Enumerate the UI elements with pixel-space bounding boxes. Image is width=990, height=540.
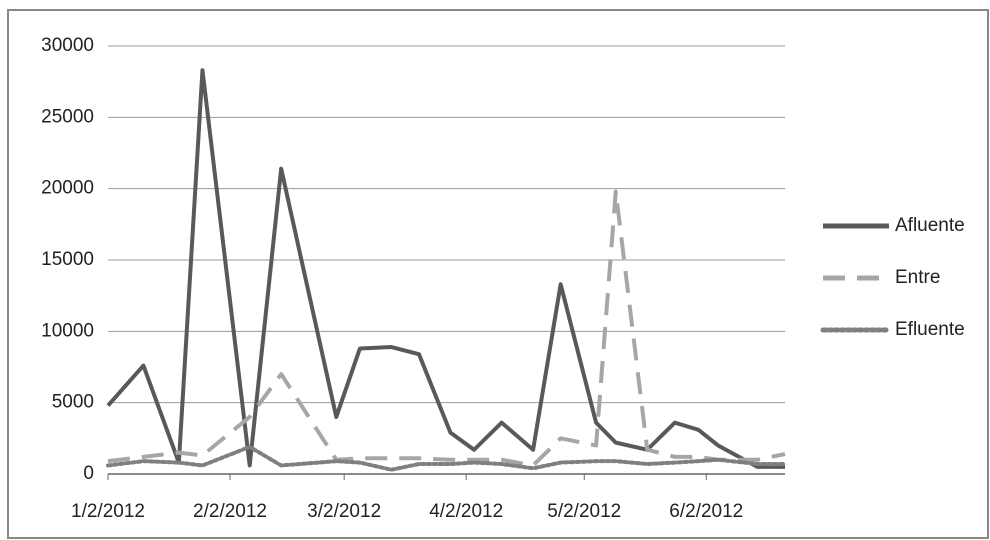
series-line [107, 189, 786, 468]
series-line [106, 68, 785, 469]
chart-frame [7, 9, 989, 539]
legend-label: Efluente [895, 319, 965, 340]
y-tick-label: 30000 [41, 35, 94, 56]
y-tick-label: 5000 [52, 392, 94, 413]
y-tick-label: 0 [83, 463, 94, 484]
y-tick-label: 25000 [41, 106, 94, 127]
y-tick-label: 15000 [41, 249, 94, 270]
x-tick-label: 1/2/2012 [71, 501, 145, 522]
x-tick-label: 5/2/2012 [547, 501, 621, 522]
y-tick-label: 10000 [41, 320, 94, 341]
legend-label: Afluente [895, 215, 965, 236]
x-tick-label: 4/2/2012 [429, 501, 503, 522]
legend-label: Entre [895, 267, 940, 288]
x-tick-label: 3/2/2012 [307, 501, 381, 522]
series-line [106, 444, 787, 472]
x-tick-label: 6/2/2012 [669, 501, 743, 522]
x-tick-label: 2/2/2012 [193, 501, 267, 522]
y-tick-label: 20000 [41, 178, 94, 199]
